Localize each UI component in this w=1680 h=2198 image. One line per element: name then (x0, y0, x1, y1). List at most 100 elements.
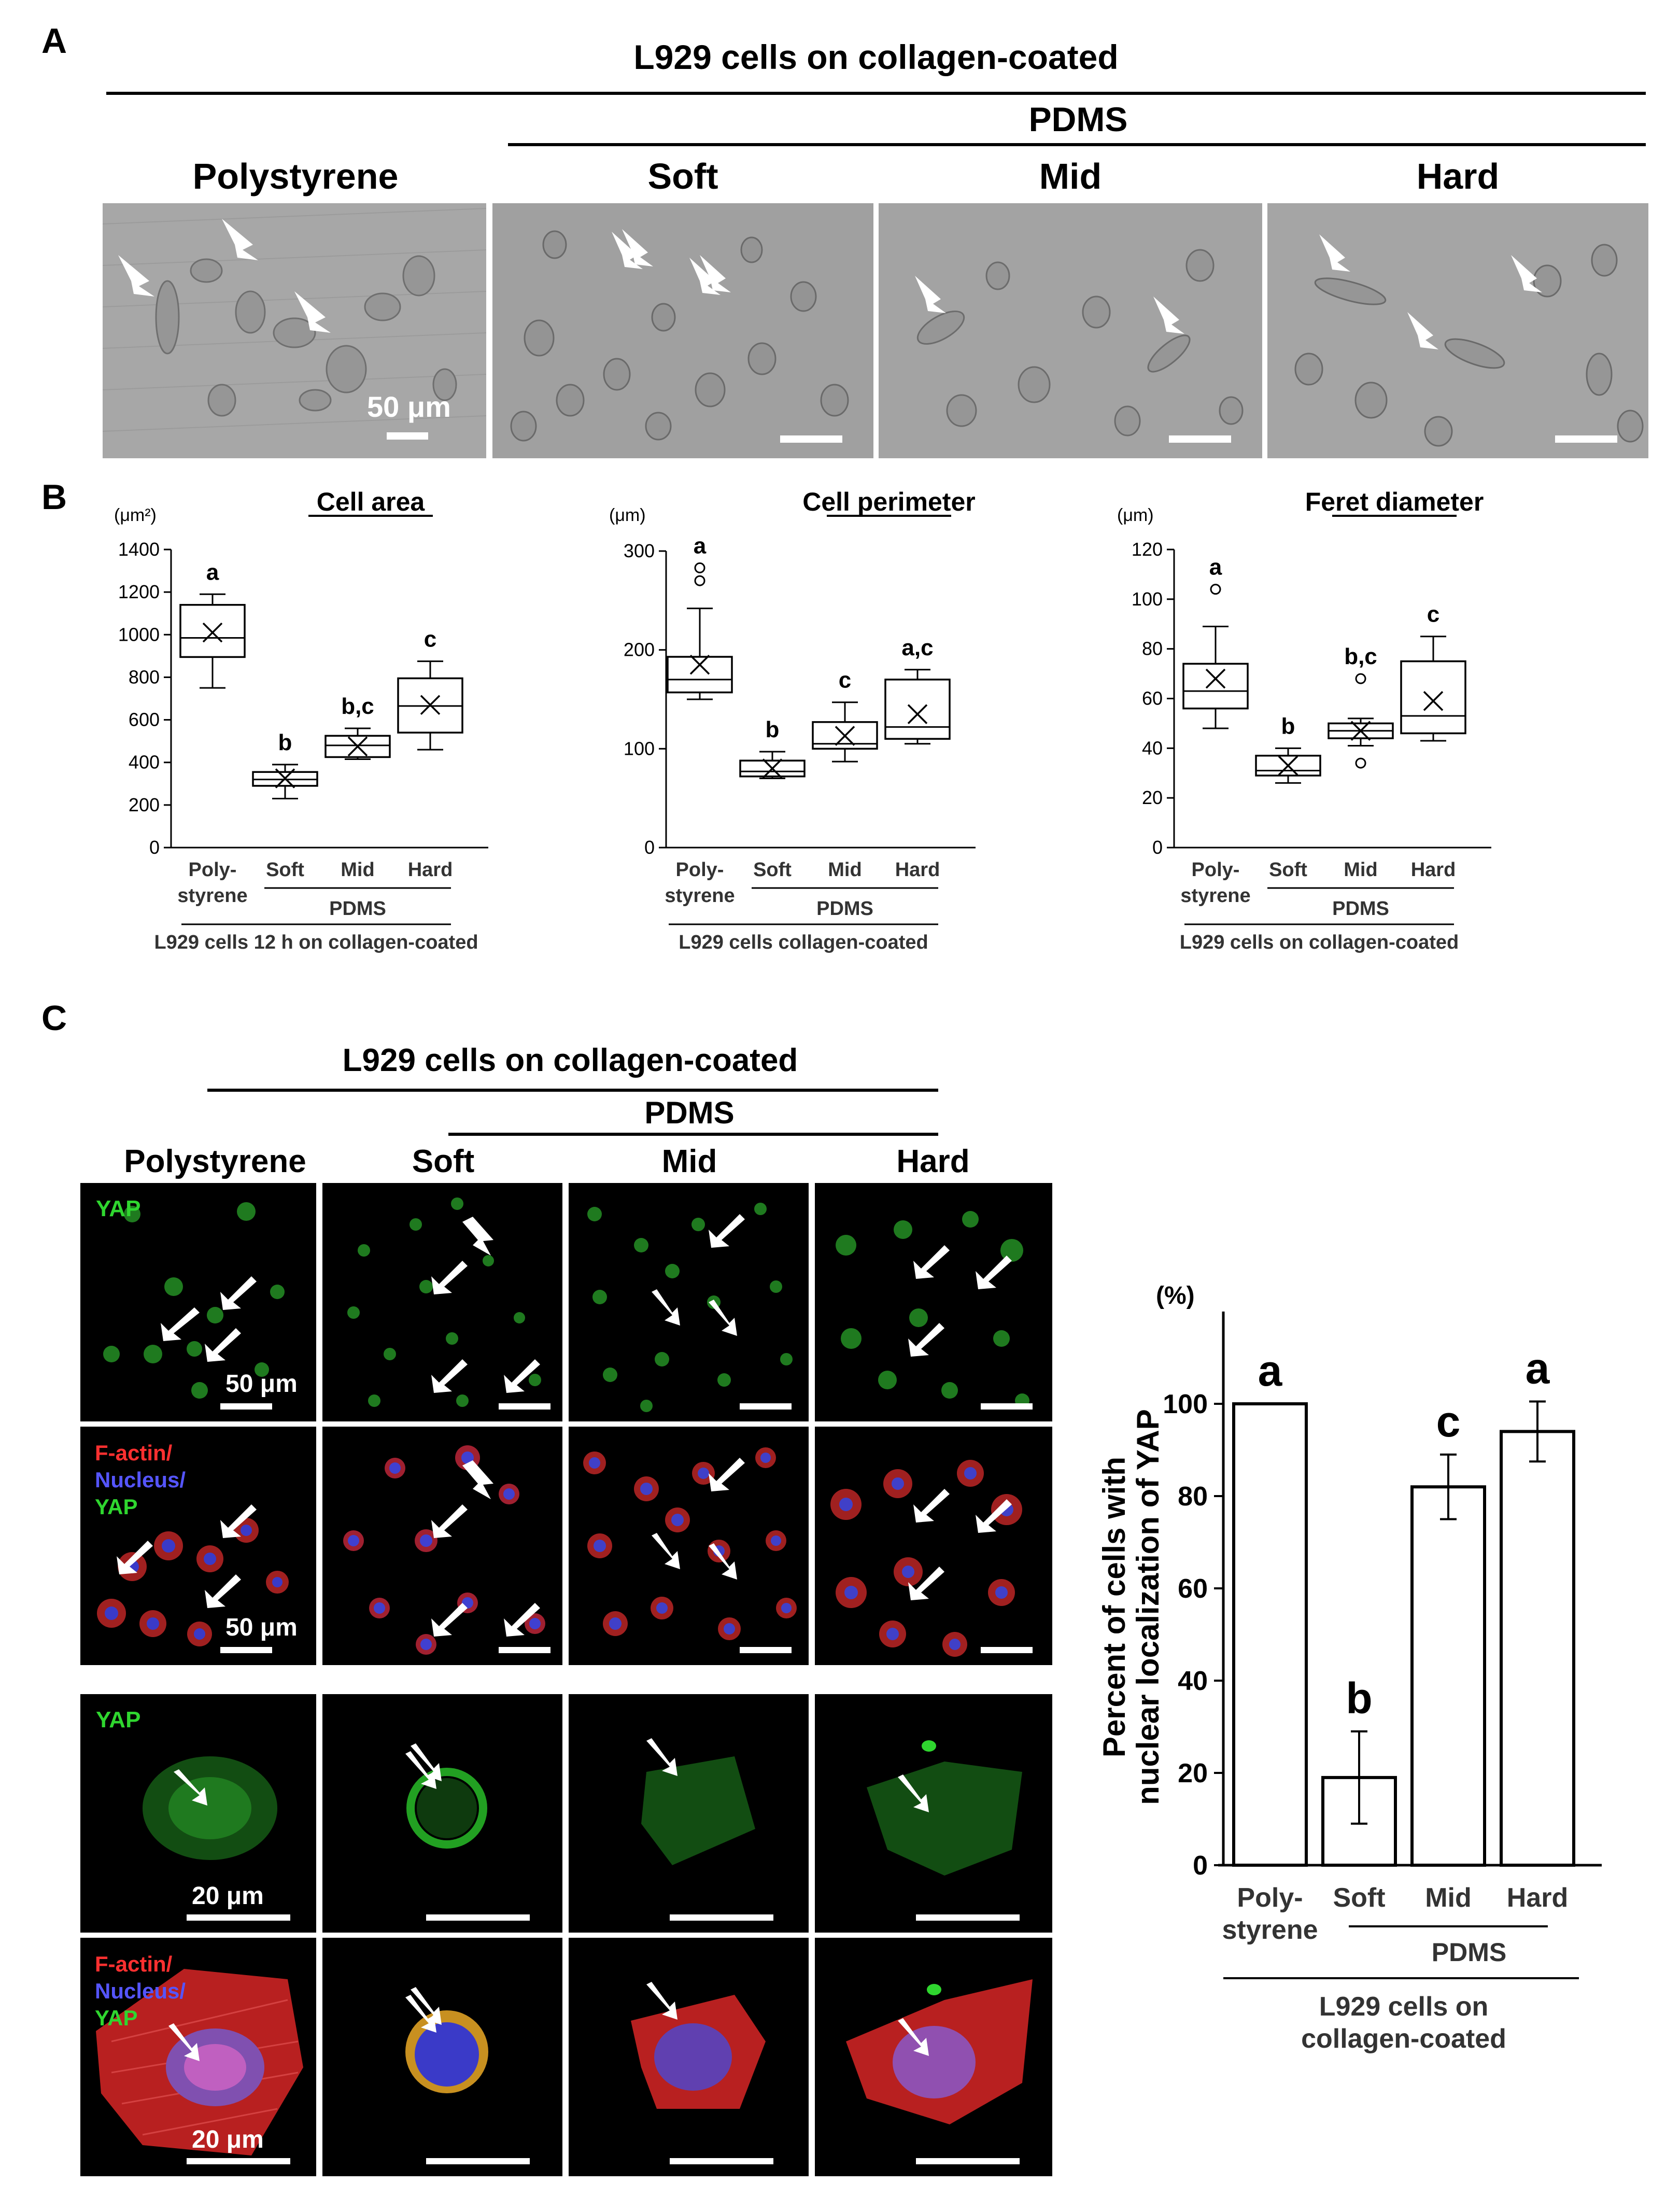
bar-0: a (1232, 1346, 1308, 1867)
category-label: Hard (1411, 859, 1456, 881)
footer-line1: L929 cells on (1319, 1992, 1489, 2022)
category-label: Poly- (189, 859, 237, 881)
y-tick-label: 300 (624, 540, 655, 561)
box-2: b,c (324, 694, 391, 760)
category-label: Poly- (1237, 1883, 1303, 1913)
panel-c-pdms-label: PDMS (644, 1095, 735, 1130)
nucleus-text-row4: Nucleus/ (95, 1979, 186, 2003)
panel-c-pdms-rule (448, 1133, 938, 1136)
outlier-point (694, 575, 705, 586)
micrograph-hard (1267, 203, 1648, 458)
box-3: c (1400, 602, 1466, 742)
fluor-merge-polystyrene: F-actin/ Nucleus/ YAP 50 μm (80, 1427, 316, 1665)
outlier-point (1210, 584, 1221, 595)
significance-letter: b,c (341, 694, 374, 719)
factin-text-row4: F-actin/ (95, 1952, 173, 1976)
significance-letter: a (206, 559, 219, 585)
pdms-label: PDMS (329, 898, 386, 920)
footer-label: L929 cells on collagen-coated (1180, 932, 1459, 953)
category-label: Mid (1425, 1883, 1472, 1913)
panel-c-col-hard: Hard (896, 1144, 970, 1179)
y-tick-label: 80 (1178, 1482, 1208, 1512)
box-2: b,c (1328, 644, 1394, 769)
bar (1232, 1402, 1308, 1867)
panel-letter-b: B (41, 477, 67, 517)
category-label: Soft (1269, 859, 1307, 881)
y-tick-label: 0 (644, 837, 655, 858)
mean-marker (1205, 668, 1226, 689)
y-tick-label: 0 (1193, 1851, 1208, 1881)
bar-1: b (1321, 1674, 1397, 1867)
category-label: styrene (177, 885, 247, 907)
bar-3: a (1500, 1344, 1575, 1867)
category-label: Mid (828, 859, 862, 881)
micrograph-mid (879, 203, 1262, 458)
panel-c-col-soft: Soft (412, 1144, 475, 1179)
panel-c-col-polystyrene: Polystyrene (124, 1144, 306, 1179)
panel-c-header-rule (207, 1089, 938, 1092)
y-tick-label: 40 (1178, 1666, 1208, 1696)
micrograph-polystyrene: 50 μm (103, 203, 486, 458)
y-tick-label: 20 (1178, 1758, 1208, 1788)
category-label: Hard (895, 859, 940, 881)
mean-marker (835, 726, 855, 746)
category-label: Mid (1344, 859, 1377, 881)
panel-letter-c: C (41, 998, 67, 1038)
box-1: b (1255, 713, 1321, 784)
yap-label-row1: YAP (96, 1196, 141, 1221)
pdms-label: PDMS (816, 898, 873, 920)
fluor-yap-hi-polystyrene: YAP 20 μm (80, 1694, 316, 1933)
pdms-label: PDMS (1332, 898, 1389, 920)
chart-title: Feret diameter (1305, 487, 1484, 516)
category-label: Mid (341, 859, 374, 881)
category-label: styrene (1180, 885, 1250, 907)
box-0: a (667, 533, 733, 700)
mean-marker (1278, 755, 1298, 776)
box-iqr (179, 604, 246, 658)
box-1: b (739, 717, 806, 780)
box-iqr (667, 656, 733, 694)
significance-letter: a (1209, 555, 1222, 580)
y-tick-label: 60 (1178, 1574, 1208, 1604)
nucleus-text-row2: Nucleus/ (95, 1468, 186, 1492)
y-unit: (μm) (609, 505, 646, 525)
panel-c-col-mid: Mid (661, 1144, 717, 1179)
y-tick-label: 100 (624, 738, 655, 759)
label-factin-row2: F-actin/ Nucleus/ YAP (95, 1440, 186, 1520)
box-3: c (397, 627, 463, 751)
yap-text-row2: YAP (95, 1495, 138, 1519)
significance-letter: a,c (901, 635, 933, 660)
bar (1500, 1430, 1575, 1867)
y-unit: (%) (1156, 1282, 1195, 1309)
mean-marker (762, 758, 783, 779)
significance-letter: c (424, 627, 436, 652)
y-tick-label: 600 (129, 709, 160, 730)
factin-text-row2: F-actin/ (95, 1441, 173, 1465)
y-tick-label: 80 (1142, 638, 1163, 659)
significance-letter: b,c (1344, 644, 1377, 669)
y-tick-label: 200 (129, 794, 160, 815)
fluor-yap-mid (569, 1183, 809, 1421)
fluor-yap-soft (322, 1183, 562, 1421)
outlier-point (694, 562, 705, 573)
significance-letter: b (1346, 1674, 1372, 1723)
mean-marker (202, 622, 223, 643)
fluor-merge-hi-soft (322, 1938, 562, 2176)
category-label: styrene (1222, 1915, 1318, 1945)
chart-title: Cell area (317, 487, 426, 516)
chart-cell-area: Cell area (μm²) 0 200 400 600 800 1000 1200 1400 a… (114, 487, 488, 953)
box-3: a,c (884, 635, 951, 745)
mean-marker (1350, 721, 1371, 741)
fluor-merge-hi-mid (569, 1938, 809, 2176)
y-tick-label: 100 (1132, 588, 1163, 610)
pdms-label: PDMS (1432, 1938, 1506, 1967)
significance-letter: a (694, 533, 707, 558)
box-iqr (884, 679, 951, 740)
y-tick-label: 60 (1142, 688, 1163, 709)
scale-label-a: 50 μm (367, 390, 451, 423)
panel-letter-a: A (41, 21, 67, 61)
fluor-yap-hi-mid (569, 1694, 809, 1933)
panel-a-col-mid: Mid (1039, 156, 1102, 196)
fluor-merge-hi-polystyrene: F-actin/ Nucleus/ YAP 20 μm (80, 1938, 316, 2176)
